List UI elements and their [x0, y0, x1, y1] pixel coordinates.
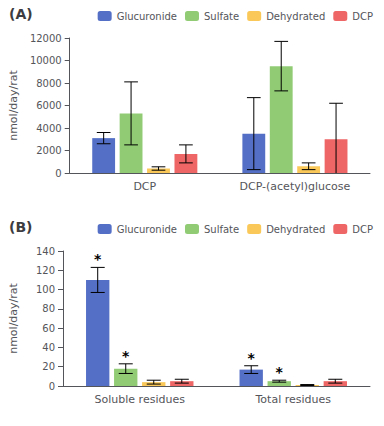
svg-text:Glucuronide: Glucuronide: [117, 224, 177, 235]
svg-text:20: 20: [42, 361, 55, 372]
svg-text:140: 140: [36, 246, 55, 257]
svg-text:DCP: DCP: [133, 180, 156, 193]
svg-text:DCP: DCP: [352, 224, 373, 235]
svg-text:80: 80: [42, 303, 55, 314]
svg-text:Glucuronide: Glucuronide: [117, 11, 177, 22]
svg-text:4000: 4000: [36, 123, 61, 134]
svg-text:8000: 8000: [36, 78, 61, 89]
svg-text:*: *: [276, 364, 284, 380]
svg-text:(B): (B): [9, 219, 32, 235]
svg-text:*: *: [248, 350, 256, 366]
svg-text:12000: 12000: [30, 33, 62, 44]
svg-text:0: 0: [55, 168, 61, 179]
svg-text:40: 40: [42, 342, 55, 353]
svg-text:*: *: [94, 251, 102, 267]
svg-text:Total residues: Total residues: [255, 393, 332, 406]
svg-text:nmol/day/rat: nmol/day/rat: [7, 69, 20, 140]
svg-text:100: 100: [36, 284, 55, 295]
svg-text:10000: 10000: [30, 55, 62, 66]
svg-text:Sulfate: Sulfate: [204, 224, 239, 235]
svg-text:2000: 2000: [36, 145, 61, 156]
svg-text:*: *: [122, 348, 130, 364]
svg-text:0: 0: [49, 381, 55, 392]
svg-text:DCP-(acetyl)glucose: DCP-(acetyl)glucose: [240, 180, 351, 193]
svg-text:Soluble residues: Soluble residues: [95, 393, 186, 406]
svg-text:120: 120: [36, 265, 55, 276]
svg-text:nmol/day/rat: nmol/day/rat: [7, 282, 20, 353]
svg-text:Sulfate: Sulfate: [204, 11, 239, 22]
svg-text:DCP: DCP: [352, 11, 373, 22]
svg-text:6000: 6000: [36, 100, 61, 111]
svg-text:Dehydrated: Dehydrated: [266, 11, 325, 22]
svg-text:(A): (A): [9, 6, 33, 22]
svg-text:Dehydrated: Dehydrated: [266, 224, 325, 235]
svg-text:60: 60: [42, 323, 55, 334]
